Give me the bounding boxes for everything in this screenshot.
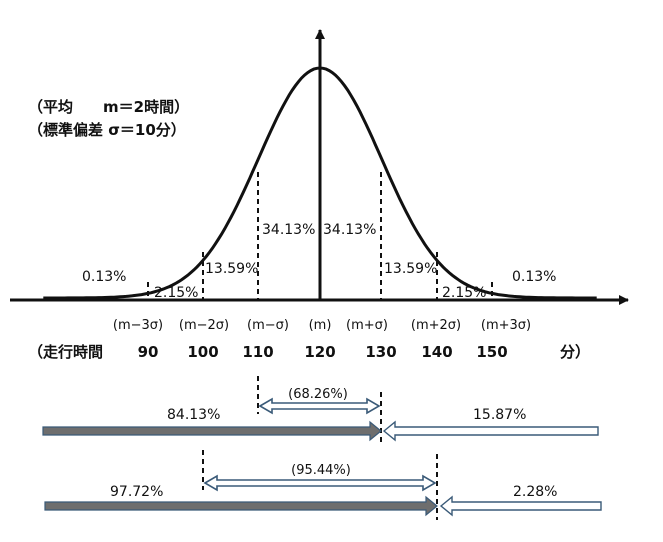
sigma-label: (m−2σ) [179,318,229,333]
bar2-center-double-arrow [203,474,437,492]
mean-parameter-label: （平均 m＝2時間） [28,98,189,116]
bar1-right-label: 15.87% [473,407,526,423]
region-label-left-3sd: 0.13% [82,269,126,285]
bar1-center-label: (68.26%) [288,387,348,402]
region-label-right-3sd: 0.13% [512,269,556,285]
time-axis-unit: 分） [560,343,590,361]
time-axis-prefix: （走行時間 [28,343,103,361]
bar2-left-label: 97.72% [110,484,163,500]
region-label-right-0: 34.13% [323,222,376,238]
bell-curve [43,66,597,300]
bar2-right-arrow [439,495,602,517]
region-label-right-2sd: 2.15% [442,285,486,301]
sigma-label: (m) [309,318,332,333]
region-label-left-1sd: 13.59% [205,261,258,277]
bar2-right-label: 2.28% [513,484,557,500]
time-value: 120 [304,343,335,361]
time-value: 140 [421,343,452,361]
sigma-label: (m−3σ) [113,318,163,333]
region-label-right-1sd: 13.59% [384,261,437,277]
bar1-left-label: 84.13% [167,407,220,423]
bar1-right-arrow [382,420,599,442]
sd-parameter-label: （標準偏差 σ＝10分） [28,121,186,139]
time-value: 110 [242,343,273,361]
time-value: 100 [187,343,218,361]
sigma-label: (m+σ) [346,318,388,333]
region-label-left-0: 34.13% [262,222,315,238]
bar1-left-arrow [42,420,382,442]
bar1-center-double-arrow [258,397,381,415]
sigma-labels: (m−3σ) (m−2σ) (m−σ) (m) (m+σ) (m+2σ) (m+… [113,318,531,333]
bar2-left-arrow [44,495,438,517]
time-value: 90 [138,343,159,361]
sigma-label: (m+3σ) [481,318,531,333]
sigma-label: (m−σ) [247,318,289,333]
bar2-center-label: (95.44%) [291,463,351,478]
time-value: 130 [365,343,396,361]
time-value: 150 [476,343,507,361]
time-axis-row: （走行時間 90 100 110 120 130 140 150 分） [28,343,590,361]
sigma-label: (m+2σ) [411,318,461,333]
region-label-left-2sd: 2.15% [154,285,198,301]
